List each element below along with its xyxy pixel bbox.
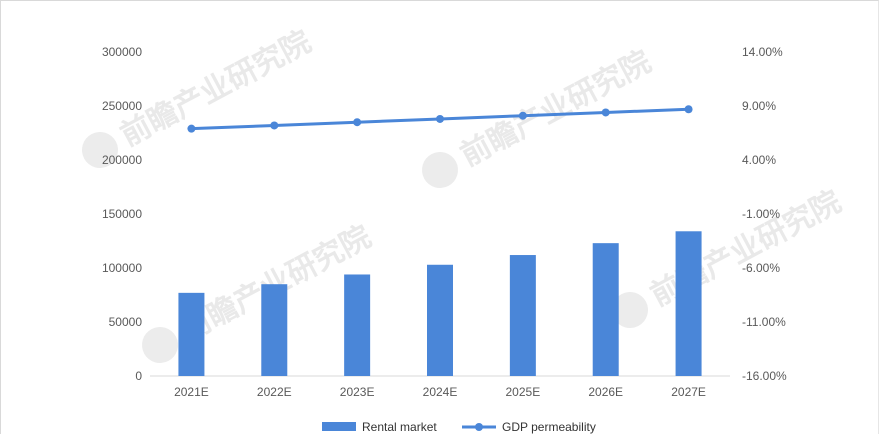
bar-rental-market	[675, 231, 702, 376]
point-gdp-permeability	[518, 111, 527, 120]
bar-rental-market	[261, 284, 288, 376]
watermark-4: 前瞻产业研究院	[612, 184, 846, 328]
y-right-tick-label: -16.00%	[742, 369, 787, 383]
point-gdp-permeability	[601, 108, 610, 117]
bar-rental-market	[178, 292, 205, 376]
y-right-tick-label: -6.00%	[742, 261, 780, 275]
point-gdp-permeability	[353, 118, 362, 127]
y-right-tick-label: 9.00%	[742, 99, 776, 113]
y-left-tick-label: 150000	[102, 207, 142, 221]
point-gdp-permeability	[187, 124, 196, 133]
bar-rental-market	[344, 274, 371, 376]
x-tick-label: 2022E	[257, 385, 292, 399]
y-left-tick-label: 50000	[109, 315, 143, 329]
y-left-tick-label: 200000	[102, 153, 142, 167]
point-gdp-permeability	[436, 114, 444, 123]
point-gdp-permeability	[684, 105, 693, 114]
y-left-tick-label: 100000	[102, 261, 142, 275]
svg-text:前瞻产业研究院: 前瞻产业研究院	[645, 184, 846, 313]
bar-rental-market	[592, 243, 619, 376]
watermark-3: 前瞻产业研究院	[142, 219, 376, 363]
bar-rental-market	[509, 255, 536, 376]
y-left-tick-label: 0	[135, 369, 142, 383]
legend-label-gdp-permeability: GDP permeability	[502, 420, 596, 434]
svg-text:前瞻产业研究院: 前瞻产业研究院	[115, 24, 316, 153]
x-tick-label: 2024E	[423, 385, 458, 399]
x-tick-label: 2026E	[588, 385, 623, 399]
legend-swatch-rental-market	[322, 422, 356, 431]
legend-marker-gdp-permeability	[475, 423, 483, 431]
point-gdp-permeability	[270, 121, 279, 130]
legend-label-rental-market: Rental market	[362, 420, 437, 434]
x-tick-label: 2025E	[506, 385, 541, 399]
svg-text:前瞻产业研究院: 前瞻产业研究院	[455, 44, 656, 173]
y-right-tick-label: 4.00%	[742, 153, 776, 167]
x-tick-label: 2021E	[174, 385, 209, 399]
y-right-tick-label: -11.00%	[742, 315, 786, 329]
x-tick-label: 2023E	[340, 385, 375, 399]
y-left-tick-label: 300000	[102, 45, 142, 59]
y-left-tick-label: 250000	[102, 99, 142, 113]
y-right-tick-label: -1.00%	[742, 207, 780, 221]
bar-rental-market	[427, 264, 453, 376]
x-tick-label: 2027E	[671, 385, 706, 399]
y-right-tick-label: 14.00%	[742, 45, 783, 59]
